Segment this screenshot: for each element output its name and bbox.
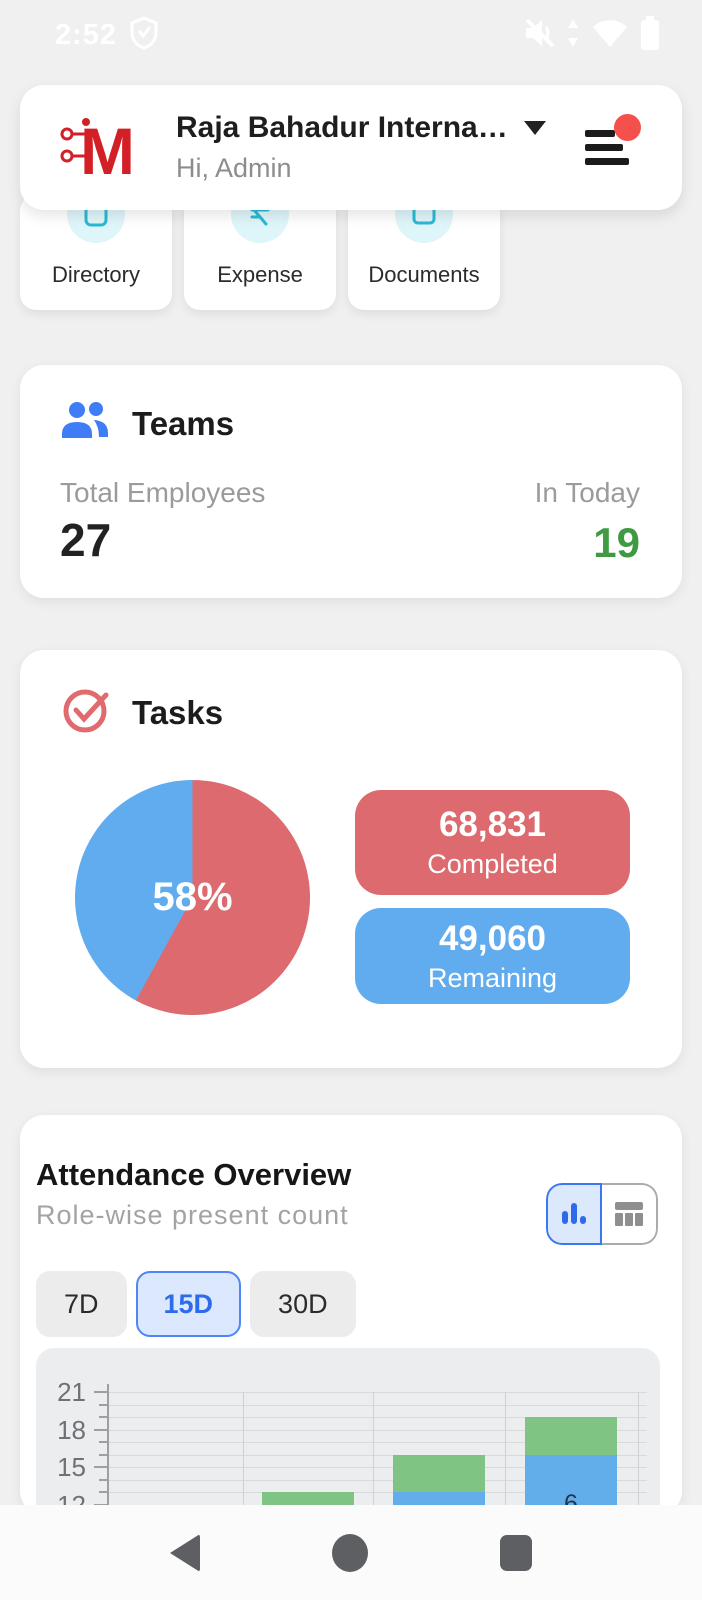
quick-card-documents[interactable]: Documents [348, 185, 500, 310]
range-chip-30d[interactable]: 30D [250, 1271, 356, 1337]
view-toggle [546, 1183, 658, 1245]
quick-card-label: Expense [217, 262, 303, 287]
battery-icon [640, 15, 660, 55]
company-logo-icon: M [60, 114, 135, 184]
header-card: M Raja Bahadur Interna… Hi, Admin [20, 85, 682, 210]
tasks-check-icon [60, 685, 110, 740]
wifi-icon [590, 17, 630, 54]
completed-value: 68,831 [438, 805, 547, 844]
greeting-text: Hi, Admin [176, 153, 292, 183]
total-employees-value: 27 [60, 514, 112, 566]
quick-card-label: Documents [368, 262, 480, 287]
teams-people-icon [60, 400, 110, 447]
bar-segment [393, 1454, 485, 1492]
android-nav-bar [0, 1505, 702, 1600]
total-employees-label: Total Employees [60, 477, 266, 508]
vpn-shield-icon [129, 15, 159, 55]
company-name: Raja Bahadur Interna… [176, 111, 508, 144]
quick-card-directory[interactable]: Directory [20, 185, 172, 310]
bar-chart-icon [562, 1203, 586, 1224]
back-button[interactable] [170, 1533, 200, 1572]
y-axis-tick-label: 18 [57, 1414, 86, 1445]
company-selector[interactable]: Raja Bahadur Interna… [176, 111, 585, 145]
range-chip-15d[interactable]: 15D [135, 1271, 242, 1337]
tasks-title: Tasks [132, 693, 224, 731]
range-chips: 7D 15D 30D [36, 1271, 356, 1337]
svg-text:M: M [80, 114, 135, 184]
range-chip-7d[interactable]: 7D [36, 1271, 127, 1337]
quick-actions-row: Directory Expense Documents [20, 185, 500, 310]
bar-segment [525, 1417, 617, 1455]
completed-badge: 68,831 Completed [355, 790, 630, 895]
quick-card-label: Directory [51, 262, 140, 287]
data-arrows-icon [566, 17, 580, 54]
in-today-value: 19 [593, 519, 640, 566]
notification-dot [614, 113, 641, 141]
table-view-button[interactable] [602, 1183, 658, 1245]
y-axis-tick-label: 21 [57, 1377, 86, 1407]
completed-label: Completed [427, 849, 558, 879]
chart-view-button[interactable] [546, 1183, 602, 1245]
menu-button[interactable] [585, 113, 641, 172]
quick-card-expense[interactable]: Expense [184, 185, 336, 310]
in-today-label: In Today [534, 477, 640, 508]
y-axis-tick-label: 15 [57, 1452, 86, 1482]
tasks-card: Tasks 58% 68,831 Completed 49,060 Remain… [20, 650, 682, 1068]
tasks-pie-chart: 58% [75, 780, 310, 1015]
status-bar: 2:52 [0, 0, 702, 70]
home-button[interactable] [332, 1533, 368, 1572]
tasks-pie-percent: 58% [152, 875, 233, 919]
teams-card: Teams Total Employees In Today 27 19 [20, 365, 682, 598]
attendance-title: Attendance Overview [36, 1157, 352, 1192]
attendance-card: Attendance Overview Role-wise present co… [20, 1115, 682, 1558]
status-time: 2:52 [55, 18, 118, 51]
attendance-subtitle: Role-wise present count [36, 1200, 349, 1230]
menu-line [585, 129, 615, 137]
teams-title: Teams [132, 404, 235, 442]
recents-button[interactable] [500, 1534, 532, 1571]
chevron-down-icon [523, 121, 546, 135]
menu-line [585, 143, 623, 151]
remaining-badge: 49,060 Remaining [355, 908, 630, 1004]
volume-muted-icon [522, 17, 556, 54]
table-icon [615, 1202, 643, 1226]
menu-line [585, 157, 629, 165]
remaining-label: Remaining [427, 962, 558, 993]
remaining-value: 49,060 [438, 918, 547, 958]
